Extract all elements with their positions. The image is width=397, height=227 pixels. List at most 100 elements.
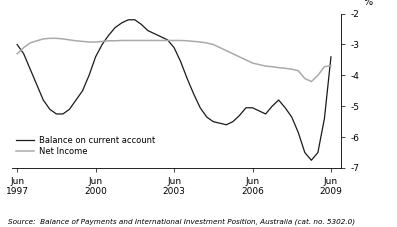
Net Income bbox=[87, 41, 91, 43]
Balance on current account bbox=[263, 113, 268, 115]
Net Income bbox=[276, 66, 281, 69]
Balance on current account bbox=[256, 109, 261, 112]
Net Income bbox=[303, 77, 307, 80]
Net Income bbox=[100, 40, 104, 43]
Balance on current account bbox=[67, 108, 72, 111]
Balance on current account bbox=[126, 18, 131, 21]
Net Income bbox=[329, 64, 333, 67]
Net Income bbox=[250, 62, 255, 64]
Balance on current account bbox=[218, 122, 222, 125]
Net Income bbox=[48, 37, 52, 40]
Balance on current account bbox=[165, 39, 170, 41]
Net Income bbox=[316, 74, 320, 77]
Balance on current account bbox=[133, 18, 137, 21]
Net Income bbox=[172, 39, 176, 42]
Balance on current account bbox=[283, 106, 287, 109]
Net Income bbox=[146, 39, 150, 42]
Balance on current account bbox=[185, 77, 189, 80]
Line: Net Income: Net Income bbox=[17, 38, 331, 81]
Balance on current account bbox=[106, 34, 111, 37]
Net Income bbox=[119, 39, 124, 42]
Balance on current account bbox=[237, 114, 242, 117]
Net Income bbox=[21, 46, 26, 49]
Net Income bbox=[256, 63, 261, 66]
Net Income bbox=[211, 43, 216, 46]
Balance on current account bbox=[28, 68, 33, 71]
Net Income bbox=[73, 39, 78, 42]
Balance on current account bbox=[87, 74, 91, 77]
Balance on current account bbox=[172, 46, 176, 49]
Balance on current account bbox=[296, 131, 301, 134]
Line: Balance on current account: Balance on current account bbox=[17, 20, 331, 160]
Balance on current account bbox=[93, 55, 98, 58]
Net Income bbox=[106, 39, 111, 42]
Balance on current account bbox=[152, 32, 157, 35]
Net Income bbox=[158, 39, 163, 42]
Net Income bbox=[54, 37, 59, 40]
Balance on current account bbox=[41, 99, 46, 101]
Balance on current account bbox=[100, 43, 104, 46]
Net Income bbox=[80, 40, 85, 43]
Net Income bbox=[289, 68, 294, 71]
Balance on current account bbox=[211, 120, 216, 123]
Balance on current account bbox=[276, 99, 281, 101]
Balance on current account bbox=[250, 106, 255, 109]
Balance on current account bbox=[146, 29, 150, 32]
Net Income bbox=[133, 39, 137, 42]
Net Income bbox=[309, 80, 314, 83]
Balance on current account bbox=[54, 113, 59, 115]
Net Income bbox=[126, 39, 131, 42]
Balance on current account bbox=[244, 106, 249, 109]
Balance on current account bbox=[322, 117, 327, 120]
Net Income bbox=[60, 38, 65, 40]
Text: Source:  Balance of Payments and International Investment Position, Australia (c: Source: Balance of Payments and Internat… bbox=[8, 218, 355, 225]
Balance on current account bbox=[119, 22, 124, 24]
Balance on current account bbox=[316, 151, 320, 154]
Net Income bbox=[204, 42, 209, 44]
Balance on current account bbox=[329, 55, 333, 58]
Net Income bbox=[178, 39, 183, 42]
Net Income bbox=[67, 39, 72, 41]
Net Income bbox=[28, 42, 33, 44]
Balance on current account bbox=[204, 116, 209, 118]
Balance on current account bbox=[80, 89, 85, 92]
Net Income bbox=[296, 69, 301, 72]
Balance on current account bbox=[231, 120, 235, 123]
Balance on current account bbox=[158, 35, 163, 38]
Net Income bbox=[218, 46, 222, 49]
Balance on current account bbox=[198, 106, 202, 109]
Net Income bbox=[198, 41, 202, 43]
Balance on current account bbox=[178, 60, 183, 63]
Balance on current account bbox=[224, 123, 229, 126]
Net Income bbox=[185, 39, 189, 42]
Net Income bbox=[15, 52, 19, 55]
Net Income bbox=[270, 65, 274, 68]
Net Income bbox=[152, 39, 157, 42]
Net Income bbox=[41, 38, 46, 40]
Balance on current account bbox=[289, 116, 294, 118]
Balance on current account bbox=[270, 105, 274, 108]
Net Income bbox=[322, 65, 327, 68]
Net Income bbox=[165, 39, 170, 42]
Y-axis label: %: % bbox=[363, 0, 372, 7]
Balance on current account bbox=[60, 113, 65, 115]
Legend: Balance on current account, Net Income: Balance on current account, Net Income bbox=[16, 136, 155, 156]
Balance on current account bbox=[191, 93, 196, 95]
Net Income bbox=[113, 39, 118, 42]
Balance on current account bbox=[309, 159, 314, 162]
Net Income bbox=[237, 55, 242, 58]
Balance on current account bbox=[21, 52, 26, 55]
Balance on current account bbox=[139, 23, 144, 26]
Net Income bbox=[231, 52, 235, 55]
Net Income bbox=[191, 40, 196, 43]
Balance on current account bbox=[73, 99, 78, 101]
Net Income bbox=[139, 39, 144, 42]
Net Income bbox=[35, 39, 39, 42]
Balance on current account bbox=[15, 43, 19, 46]
Balance on current account bbox=[48, 108, 52, 111]
Net Income bbox=[244, 59, 249, 61]
Balance on current account bbox=[35, 83, 39, 86]
Net Income bbox=[283, 67, 287, 70]
Net Income bbox=[263, 65, 268, 67]
Balance on current account bbox=[113, 26, 118, 29]
